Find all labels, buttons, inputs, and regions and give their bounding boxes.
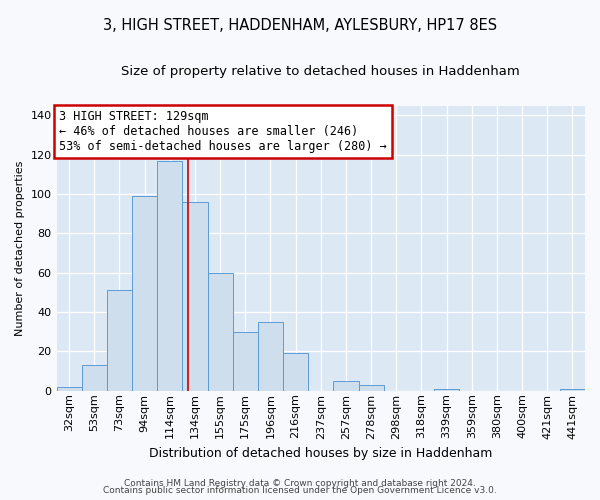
Bar [233, 332, 258, 391]
Bar [107, 290, 132, 391]
Bar [132, 196, 157, 391]
Bar [334, 381, 359, 391]
Bar [258, 322, 283, 391]
Title: Size of property relative to detached houses in Haddenham: Size of property relative to detached ho… [121, 65, 520, 78]
Text: 3 HIGH STREET: 129sqm
← 46% of detached houses are smaller (246)
53% of semi-det: 3 HIGH STREET: 129sqm ← 46% of detached … [59, 110, 387, 153]
Bar [359, 385, 383, 391]
Bar [182, 202, 208, 391]
Bar [560, 389, 585, 391]
Bar [82, 365, 107, 391]
Bar [434, 389, 459, 391]
Text: Contains public sector information licensed under the Open Government Licence v3: Contains public sector information licen… [103, 486, 497, 495]
Bar [208, 272, 233, 391]
Bar [283, 354, 308, 391]
Bar [157, 160, 182, 391]
Text: 3, HIGH STREET, HADDENHAM, AYLESBURY, HP17 8ES: 3, HIGH STREET, HADDENHAM, AYLESBURY, HP… [103, 18, 497, 32]
Bar [56, 387, 82, 391]
Text: Contains HM Land Registry data © Crown copyright and database right 2024.: Contains HM Land Registry data © Crown c… [124, 478, 476, 488]
Y-axis label: Number of detached properties: Number of detached properties [15, 160, 25, 336]
X-axis label: Distribution of detached houses by size in Haddenham: Distribution of detached houses by size … [149, 447, 493, 460]
